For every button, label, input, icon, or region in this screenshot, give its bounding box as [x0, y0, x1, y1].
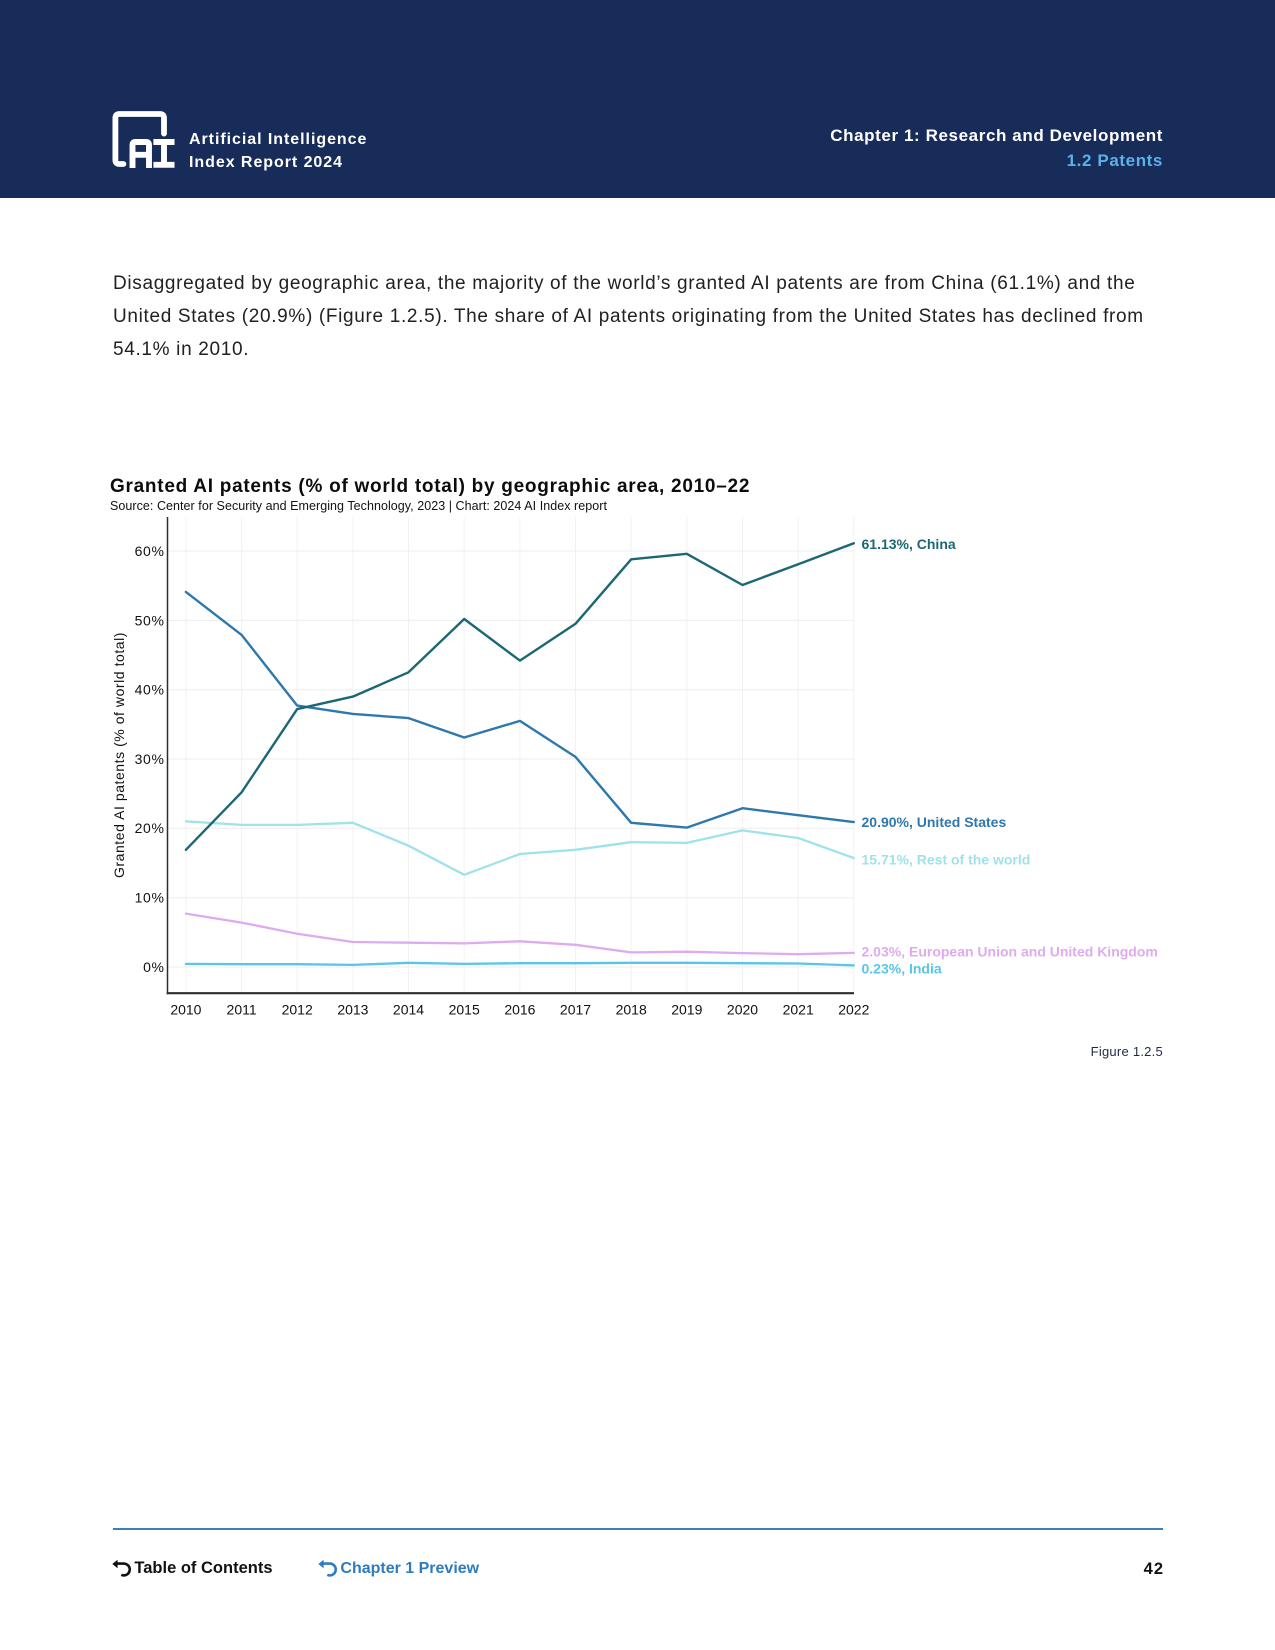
svg-text:Granted AI patents (% of world: Granted AI patents (% of world total) [111, 632, 127, 878]
svg-text:2012: 2012 [282, 1002, 313, 1018]
svg-text:20%: 20% [135, 820, 165, 836]
svg-text:2010: 2010 [170, 1002, 201, 1018]
svg-text:2017: 2017 [560, 1002, 591, 1018]
svg-text:30%: 30% [135, 751, 165, 767]
svg-text:2022: 2022 [838, 1002, 869, 1018]
svg-text:2013: 2013 [337, 1002, 368, 1018]
svg-text:2014: 2014 [393, 1002, 424, 1018]
svg-text:60%: 60% [135, 543, 165, 559]
svg-text:2015: 2015 [449, 1002, 480, 1018]
svg-text:2011: 2011 [227, 1002, 257, 1018]
svg-text:20.90%, United States: 20.90%, United States [862, 814, 1007, 830]
svg-text:2018: 2018 [616, 1002, 647, 1018]
svg-text:0%: 0% [143, 959, 164, 975]
svg-text:15.71%, Rest of the world: 15.71%, Rest of the world [862, 851, 1031, 867]
svg-text:2.03%, European Union and Unit: 2.03%, European Union and United Kingdom [862, 943, 1158, 959]
svg-text:2016: 2016 [504, 1002, 535, 1018]
svg-text:2019: 2019 [671, 1002, 702, 1018]
svg-text:2020: 2020 [727, 1002, 758, 1018]
svg-text:40%: 40% [135, 682, 165, 698]
svg-text:61.13%, China: 61.13%, China [862, 536, 956, 552]
svg-text:10%: 10% [135, 890, 165, 906]
svg-text:50%: 50% [135, 612, 165, 628]
svg-text:0.23%, India: 0.23%, India [862, 961, 942, 977]
svg-text:2021: 2021 [783, 1002, 814, 1018]
